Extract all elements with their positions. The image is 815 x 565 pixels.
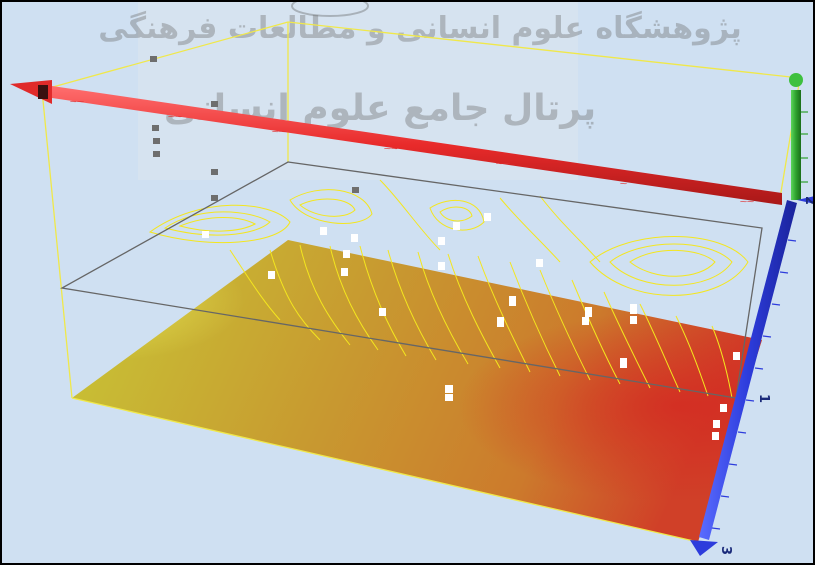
bounding-box-front bbox=[71, 397, 699, 543]
sample-point-marker[interactable] bbox=[153, 138, 160, 144]
arrow-up-icon bbox=[789, 73, 803, 87]
sample-markers bbox=[150, 56, 740, 440]
box-bottom-front-edge bbox=[71, 397, 699, 543]
svg-text:⁓⁓: ⁓⁓ bbox=[168, 113, 182, 121]
contour-line bbox=[509, 261, 561, 377]
sample-point-marker[interactable] bbox=[341, 268, 348, 276]
contour-line bbox=[269, 249, 321, 341]
sample-point-marker[interactable] bbox=[352, 187, 359, 193]
contour-line bbox=[629, 249, 716, 277]
svg-text:⁓⁓: ⁓⁓ bbox=[740, 198, 754, 206]
sample-point-marker[interactable] bbox=[630, 304, 637, 314]
sample-point-marker[interactable] bbox=[268, 271, 275, 279]
contour-line bbox=[539, 195, 601, 263]
contour-line bbox=[539, 269, 591, 381]
arrow-down-icon bbox=[690, 540, 718, 556]
box-left-vertical-edge bbox=[41, 89, 73, 399]
contour-line bbox=[571, 279, 621, 385]
contour-line bbox=[329, 245, 379, 351]
contour-line bbox=[639, 303, 681, 393]
contour-line bbox=[589, 236, 749, 296]
z-axis-tick-label: 3 bbox=[718, 546, 733, 555]
sample-point-marker[interactable] bbox=[453, 222, 460, 230]
svg-text:⁓: ⁓ bbox=[620, 180, 627, 188]
contour-line bbox=[447, 253, 501, 369]
sample-point-marker[interactable] bbox=[630, 316, 637, 324]
z-axis-tick-label: 1 bbox=[756, 394, 771, 403]
sample-point-marker[interactable] bbox=[620, 358, 627, 368]
x-axis[interactable]: ⁓⁓ ⁓⁓ ⁓⁓ ⁓⁓ ⁓⁓ ⁓ ⁓⁓ bbox=[10, 80, 782, 206]
contour-line bbox=[359, 245, 407, 357]
contour-line bbox=[603, 291, 651, 389]
y-axis-shaft bbox=[791, 90, 801, 200]
sample-point-marker[interactable] bbox=[582, 317, 589, 325]
contour-line bbox=[289, 189, 373, 224]
contour-lines bbox=[148, 179, 749, 399]
y-axis-ticks bbox=[801, 111, 808, 183]
sample-point-marker[interactable] bbox=[585, 307, 592, 317]
contour-line bbox=[439, 206, 473, 222]
y-axis[interactable] bbox=[789, 73, 808, 200]
sample-point-marker[interactable] bbox=[713, 420, 720, 428]
z-axis-shaft bbox=[699, 200, 797, 540]
contour-line bbox=[299, 198, 356, 217]
contour-line bbox=[229, 249, 281, 321]
contour-line bbox=[379, 179, 441, 251]
x-axis-shaft bbox=[52, 86, 782, 205]
sample-point-marker[interactable] bbox=[497, 317, 504, 327]
sample-point-marker[interactable] bbox=[351, 234, 358, 242]
sample-point-marker[interactable] bbox=[152, 125, 159, 131]
svg-text:⁓⁓: ⁓⁓ bbox=[70, 98, 84, 106]
contour-line bbox=[711, 325, 733, 399]
sample-point-marker[interactable] bbox=[379, 308, 386, 316]
z-axis-ticks bbox=[711, 239, 797, 530]
sample-point-marker[interactable] bbox=[445, 385, 453, 393]
sample-point-marker[interactable] bbox=[484, 213, 491, 221]
contour-line bbox=[148, 204, 291, 244]
sample-point-marker[interactable] bbox=[343, 250, 350, 258]
sample-point-marker[interactable] bbox=[733, 352, 740, 360]
sample-point-marker[interactable] bbox=[712, 432, 719, 440]
sample-point-marker[interactable] bbox=[509, 296, 516, 306]
sample-point-marker[interactable] bbox=[211, 169, 218, 175]
sample-point-marker[interactable] bbox=[536, 259, 543, 267]
sample-point-marker[interactable] bbox=[150, 56, 157, 62]
svg-text:⁓⁓: ⁓⁓ bbox=[496, 160, 510, 168]
sample-point-marker[interactable] bbox=[211, 195, 218, 201]
sample-point-marker[interactable] bbox=[720, 404, 727, 412]
contour-line bbox=[609, 243, 733, 286]
sample-point-marker[interactable] bbox=[320, 227, 327, 235]
z-axis-top-cap bbox=[797, 196, 815, 204]
svg-text:⁓⁓: ⁓⁓ bbox=[384, 145, 398, 153]
x-axis-end-cap bbox=[38, 85, 48, 99]
sample-point-marker[interactable] bbox=[211, 101, 218, 107]
contour-line bbox=[675, 315, 709, 397]
contour-line bbox=[178, 217, 257, 232]
z-axis[interactable]: 1 3 2 bbox=[690, 196, 815, 556]
x-axis-ticks: ⁓⁓ ⁓⁓ ⁓⁓ ⁓⁓ ⁓⁓ ⁓ ⁓⁓ bbox=[70, 98, 754, 206]
contour-line bbox=[429, 200, 485, 231]
sample-point-marker[interactable] bbox=[438, 262, 445, 270]
sample-point-marker[interactable] bbox=[438, 237, 445, 245]
watermark-line-1: پژوهشگاه علوم انسانی و مطالعات فرهنگی bbox=[98, 10, 742, 46]
institute-logo bbox=[291, 0, 369, 17]
contour-line bbox=[499, 197, 561, 263]
sample-point-marker[interactable] bbox=[202, 231, 209, 238]
sample-point-marker[interactable] bbox=[445, 394, 453, 401]
z-axis-tick-label: 2 bbox=[802, 196, 815, 205]
svg-text:⁓⁓: ⁓⁓ bbox=[272, 128, 286, 136]
contour-line bbox=[299, 244, 351, 346]
contour-line bbox=[387, 249, 437, 361]
sample-point-marker[interactable] bbox=[153, 151, 160, 157]
